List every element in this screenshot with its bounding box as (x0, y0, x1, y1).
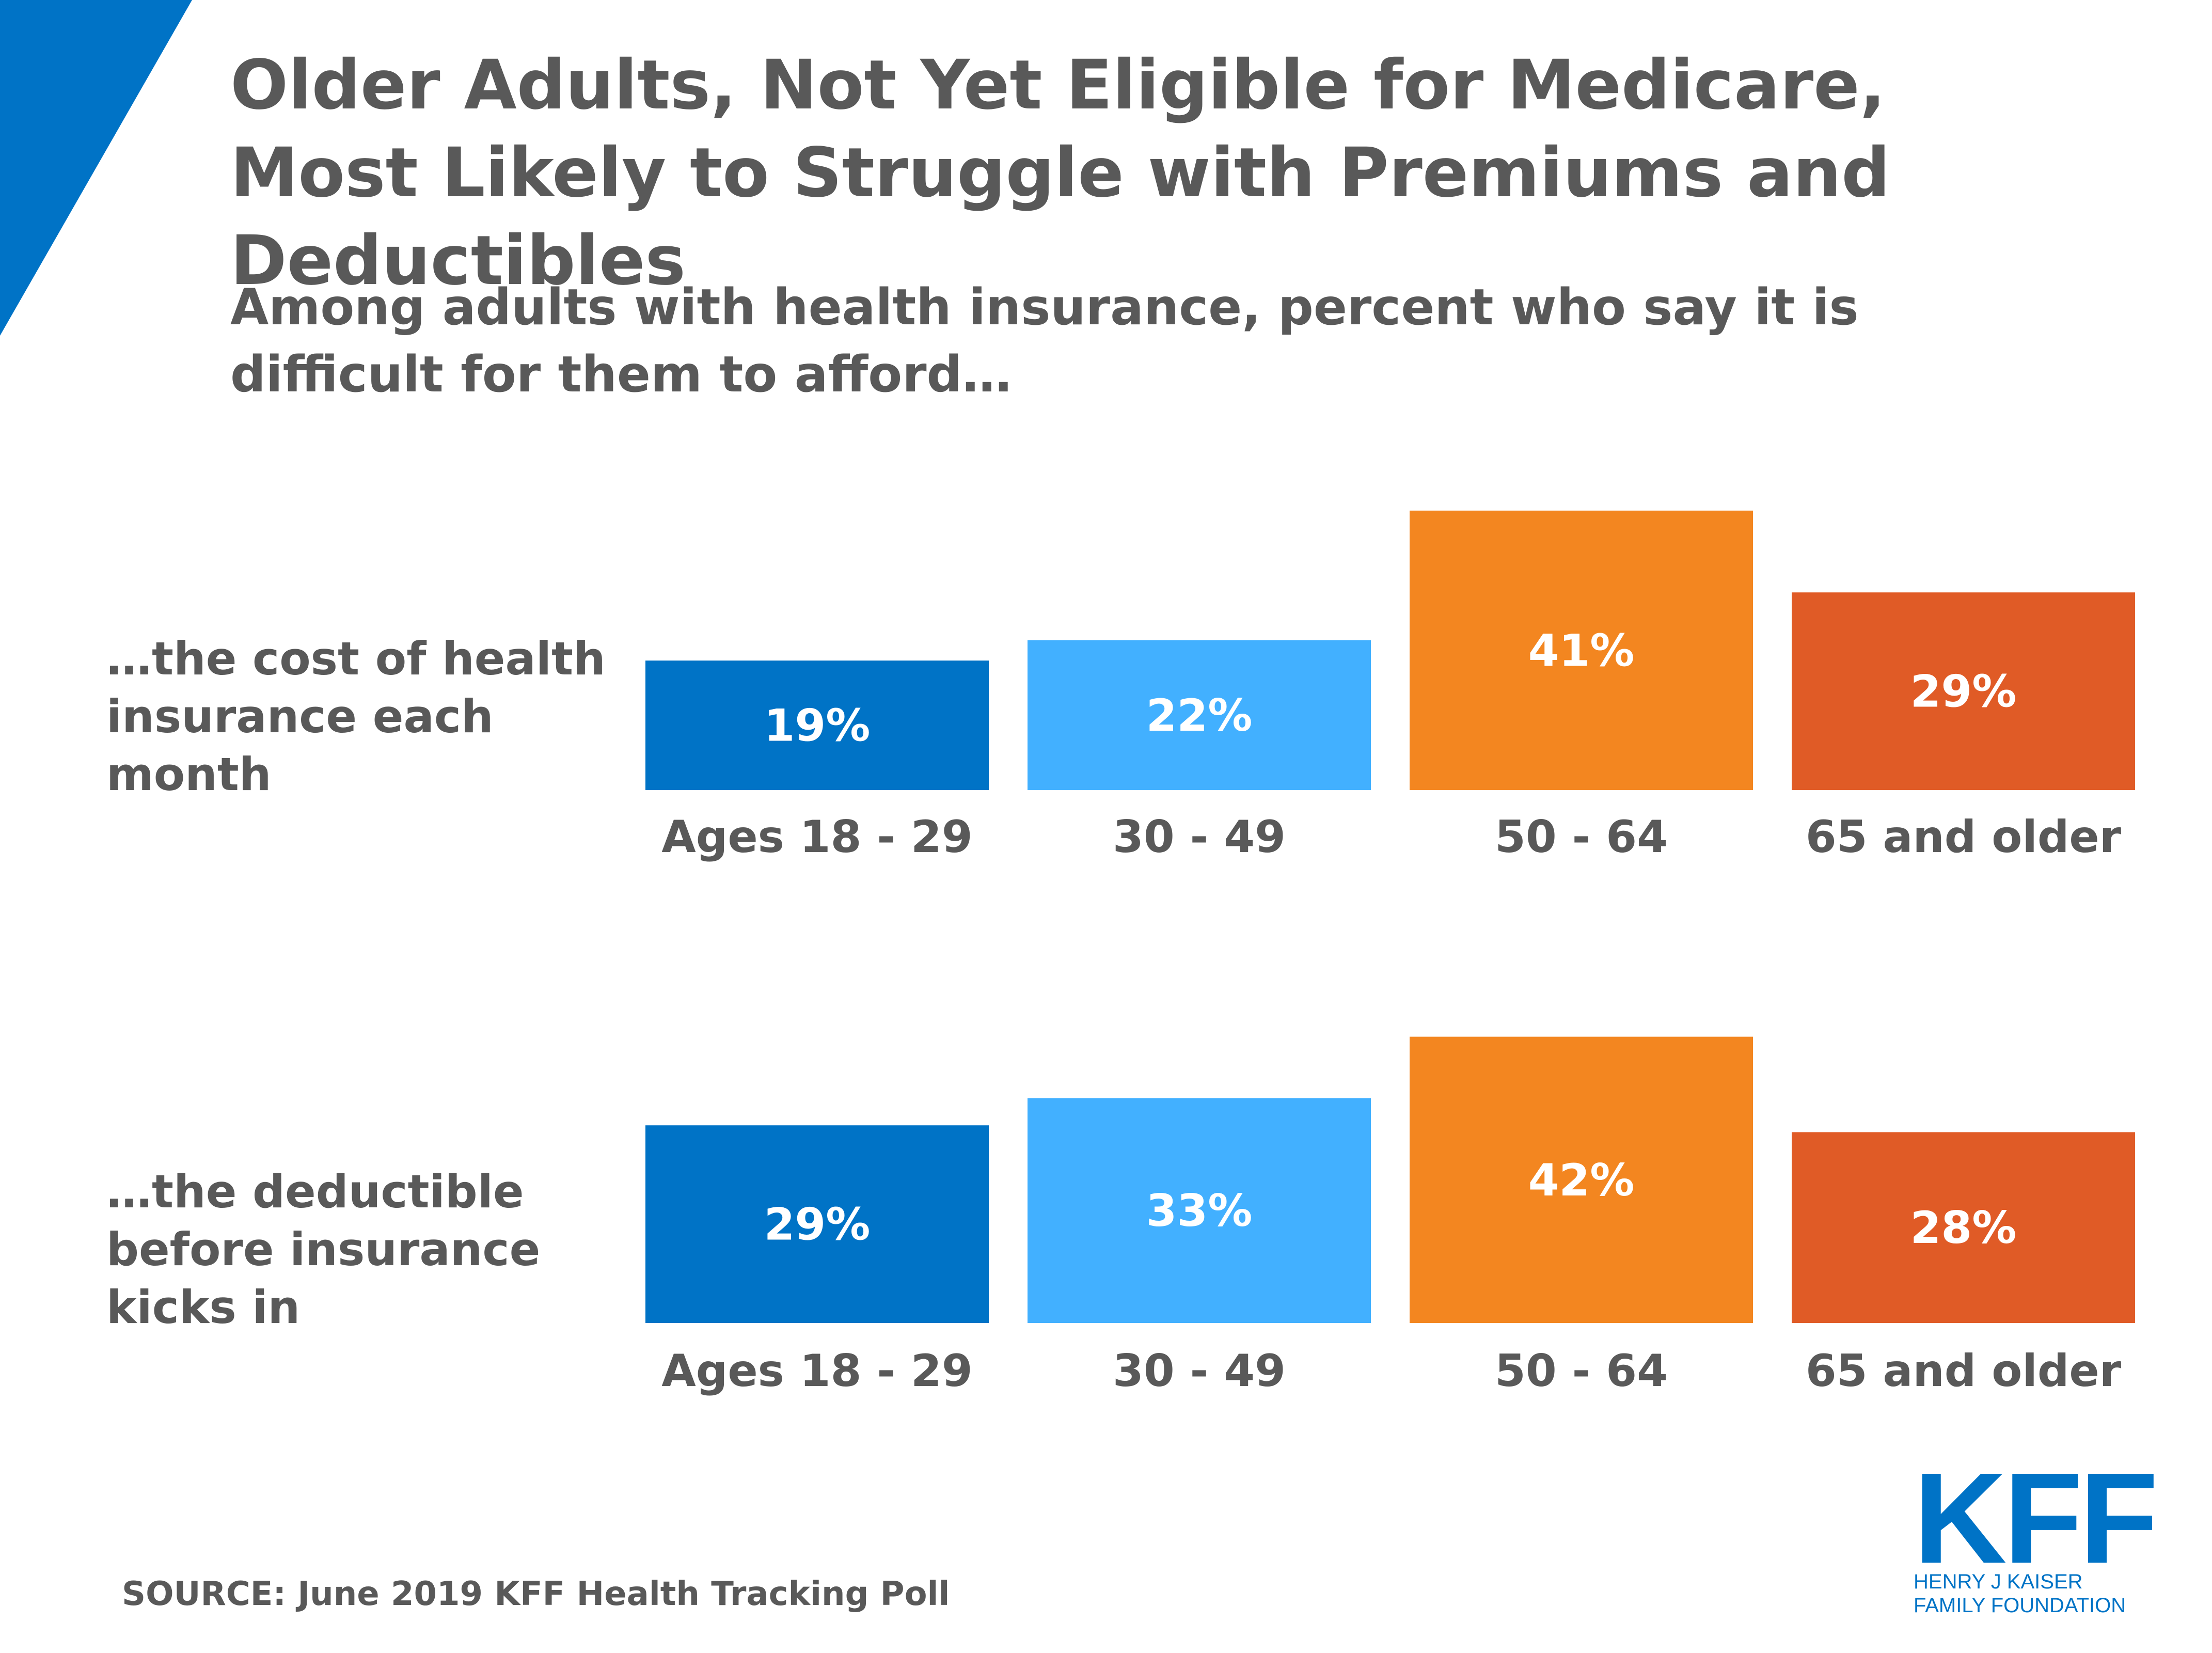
bar-value-deductible-ages-65-older: 28% (1910, 1202, 2017, 1254)
category-label-monthly-cost-ages-65-older: 65 and older (1806, 811, 2122, 863)
bar-monthly-cost-ages-30-49 (1028, 640, 1371, 790)
bar-value-deductible-ages-18-29: 29% (764, 1199, 871, 1251)
bar-value-deductible-ages-50-64: 42% (1528, 1155, 1635, 1206)
logo-line-2: FAMILY FOUNDATION (1914, 1594, 2126, 1617)
category-label-monthly-cost-ages-50-64: 50 - 64 (1495, 811, 1668, 863)
row-label-monthly-cost: …the cost of health insurance each month (106, 632, 606, 801)
bar-value-monthly-cost-ages-65-older: 29% (1910, 666, 2017, 718)
logo-line-1: HENRY J KAISER (1914, 1570, 2083, 1593)
category-label-deductible-ages-50-64: 50 - 64 (1495, 1345, 1668, 1397)
row-label-deductible: …the deductible before insurance kicks i… (106, 1165, 541, 1334)
bar-monthly-cost-ages-50-64 (1410, 510, 1753, 790)
bar-value-monthly-cost-ages-18-29: 19% (764, 700, 871, 752)
logo-mark: KFF (1914, 1446, 2158, 1590)
source-note: SOURCE: June 2019 KFF Health Tracking Po… (122, 1575, 950, 1613)
bar-deductible-ages-65-older (1792, 1132, 2135, 1323)
bar-value-monthly-cost-ages-50-64: 41% (1528, 625, 1635, 676)
category-label-deductible-ages-30-49: 30 - 49 (1113, 1345, 1286, 1397)
category-label-deductible-ages-65-older: 65 and older (1806, 1345, 2122, 1397)
bar-value-deductible-ages-30-49: 33% (1146, 1185, 1253, 1237)
bar-deductible-ages-18-29 (645, 1125, 989, 1323)
bar-monthly-cost-ages-18-29 (645, 660, 989, 790)
category-label-monthly-cost-ages-18-29: Ages 18 - 29 (661, 811, 973, 863)
bar-deductible-ages-50-64 (1410, 1036, 1753, 1323)
kff-logo: KFF HENRY J KAISER FAMILY FOUNDATION (1914, 1446, 2158, 1617)
category-label-monthly-cost-ages-30-49: 30 - 49 (1113, 811, 1286, 863)
bar-monthly-cost-ages-65-older (1792, 592, 2135, 790)
category-label-deductible-ages-18-29: Ages 18 - 29 (661, 1345, 973, 1397)
bar-value-monthly-cost-ages-30-49: 22% (1146, 690, 1253, 742)
bar-deductible-ages-30-49 (1028, 1098, 1371, 1323)
chart-title: Older Adults, Not Yet Eligible for Medic… (230, 45, 1890, 301)
corner-accent-triangle (0, 0, 192, 336)
chart-subtitle: Among adults with health insurance, perc… (230, 278, 1859, 403)
